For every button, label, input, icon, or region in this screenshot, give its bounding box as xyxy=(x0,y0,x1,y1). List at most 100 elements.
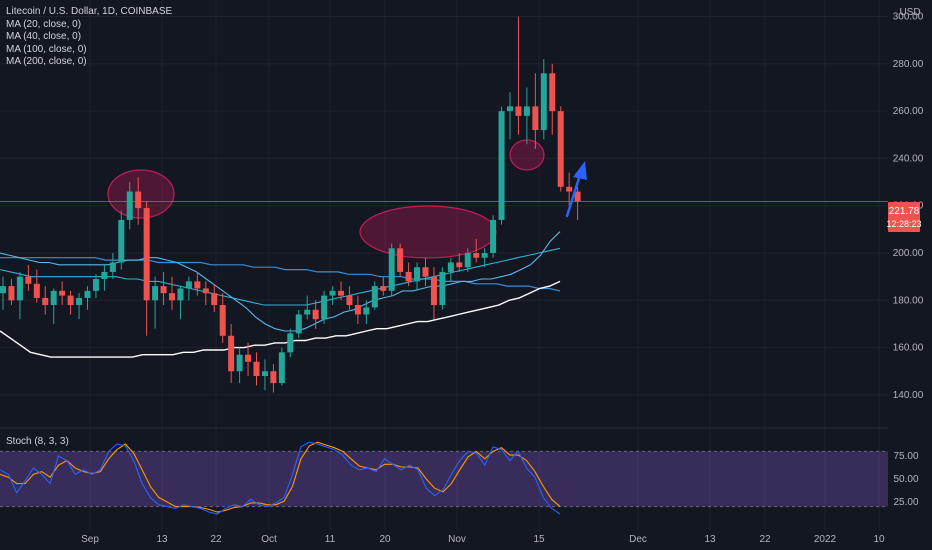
candle-body xyxy=(0,286,6,294)
candle-body xyxy=(59,290,66,296)
candle-body xyxy=(152,286,159,301)
candle-body xyxy=(464,253,471,268)
candle-body xyxy=(143,208,150,301)
time-tick-label: Nov xyxy=(448,534,466,545)
candle-body xyxy=(321,295,328,320)
time-tick-label: 2022 xyxy=(814,534,837,545)
candle-body xyxy=(540,73,547,131)
candle-body xyxy=(346,295,353,306)
stoch-legend[interactable]: Stoch (8, 3, 3) xyxy=(6,436,69,447)
price-tick-label: 300.00 xyxy=(893,12,924,23)
annotation-ellipse xyxy=(509,139,545,171)
candle-body xyxy=(312,309,319,320)
candle-body xyxy=(92,279,99,291)
candle-body xyxy=(447,262,454,272)
candle-body xyxy=(397,248,404,272)
candle-body xyxy=(523,106,530,116)
annotation-ellipse xyxy=(359,205,497,259)
annotation-arrow-head xyxy=(573,161,587,180)
annotation-arrow-shaft xyxy=(565,173,582,218)
time-tick-label: Sep xyxy=(81,534,99,545)
annotations[interactable] xyxy=(107,139,545,259)
candle-body xyxy=(515,106,522,116)
candle-body xyxy=(354,305,361,315)
candle-body xyxy=(380,286,387,291)
candle-body xyxy=(439,271,446,306)
candle-body xyxy=(566,186,573,192)
ma40-legend[interactable]: MA (40, close, 0) xyxy=(6,31,82,42)
candle-body xyxy=(574,191,581,202)
candle-body xyxy=(422,267,429,277)
time-tick-label: 13 xyxy=(704,534,716,545)
candle-body xyxy=(490,219,497,254)
candle-body xyxy=(135,191,142,209)
candle-body xyxy=(42,297,49,306)
currency-label: USD xyxy=(899,7,920,18)
candle-body xyxy=(507,106,513,112)
candle-body xyxy=(118,219,125,263)
candle-body xyxy=(169,293,175,301)
candle-body xyxy=(261,371,268,376)
candle-body xyxy=(84,290,91,298)
candle-body xyxy=(8,286,15,301)
candle-body xyxy=(338,290,344,296)
candle-body xyxy=(388,248,395,291)
ma100-legend[interactable]: MA (100, close, 0) xyxy=(6,43,87,55)
candle-body xyxy=(304,309,311,315)
time-tick-label: 20 xyxy=(379,534,391,545)
candle-body xyxy=(160,286,167,294)
price-tick-label: 200.00 xyxy=(893,248,924,259)
candle-body xyxy=(211,293,218,306)
price-tick-label: 180.00 xyxy=(893,295,924,306)
price-tick-label: 240.00 xyxy=(893,153,924,164)
candle-body xyxy=(329,290,336,296)
candle-body xyxy=(549,73,556,112)
price-tick-label: 260.00 xyxy=(893,106,924,117)
symbol-title[interactable]: Litecoin / U.S. Dollar, 1D, COINBASE xyxy=(6,6,173,17)
last-price-value: 221.78 xyxy=(889,206,920,217)
ma200-line xyxy=(0,280,561,358)
candle-body xyxy=(295,314,302,334)
candle-body xyxy=(185,281,192,289)
candle-body xyxy=(270,371,277,384)
candle-body xyxy=(109,262,116,272)
candle-body xyxy=(405,271,412,282)
ma200-legend[interactable]: MA (200, close, 0) xyxy=(6,56,87,67)
stoch-axis: 75.00 50.00 25.00 xyxy=(893,451,918,508)
time-tick-label: Dec xyxy=(629,534,647,545)
stoch-k-line xyxy=(0,441,561,515)
time-tick-label: Oct xyxy=(261,534,277,545)
candle-body xyxy=(16,276,23,301)
time-tick-label: 13 xyxy=(156,534,168,545)
time-tick-label: 10 xyxy=(873,534,885,545)
candle-body xyxy=(245,354,252,362)
candle-body xyxy=(50,290,57,306)
ma20-legend[interactable]: MA (20, close, 0) xyxy=(6,18,82,30)
stoch-tick-label: 50.00 xyxy=(893,474,918,485)
candle-body xyxy=(177,288,184,301)
annotations-front[interactable] xyxy=(565,161,587,218)
candle-body xyxy=(363,307,370,315)
candle-body xyxy=(498,111,505,220)
candle-body xyxy=(25,276,32,284)
price-tick-label: 280.00 xyxy=(893,59,924,70)
grid xyxy=(0,0,888,530)
candle-body xyxy=(202,288,209,294)
candle-body xyxy=(253,361,260,376)
candle-body xyxy=(287,333,294,353)
candle-body xyxy=(101,271,108,280)
time-tick-label: 15 xyxy=(533,534,545,545)
ma20-line xyxy=(0,231,561,332)
bar-countdown: 12:28:23 xyxy=(886,219,921,229)
time-axis[interactable]: Sep 13 22 Oct 11 20 Nov 15 Dec 13 22 2022 10 xyxy=(81,534,885,545)
candle-body xyxy=(33,283,40,298)
candle-body xyxy=(473,253,480,258)
moving-averages xyxy=(0,231,561,358)
candle-body xyxy=(194,281,201,289)
candle-body xyxy=(67,295,74,306)
candle-body xyxy=(481,253,488,258)
candle-body xyxy=(126,191,133,220)
candle-body xyxy=(371,286,378,308)
candle-body xyxy=(430,276,437,306)
